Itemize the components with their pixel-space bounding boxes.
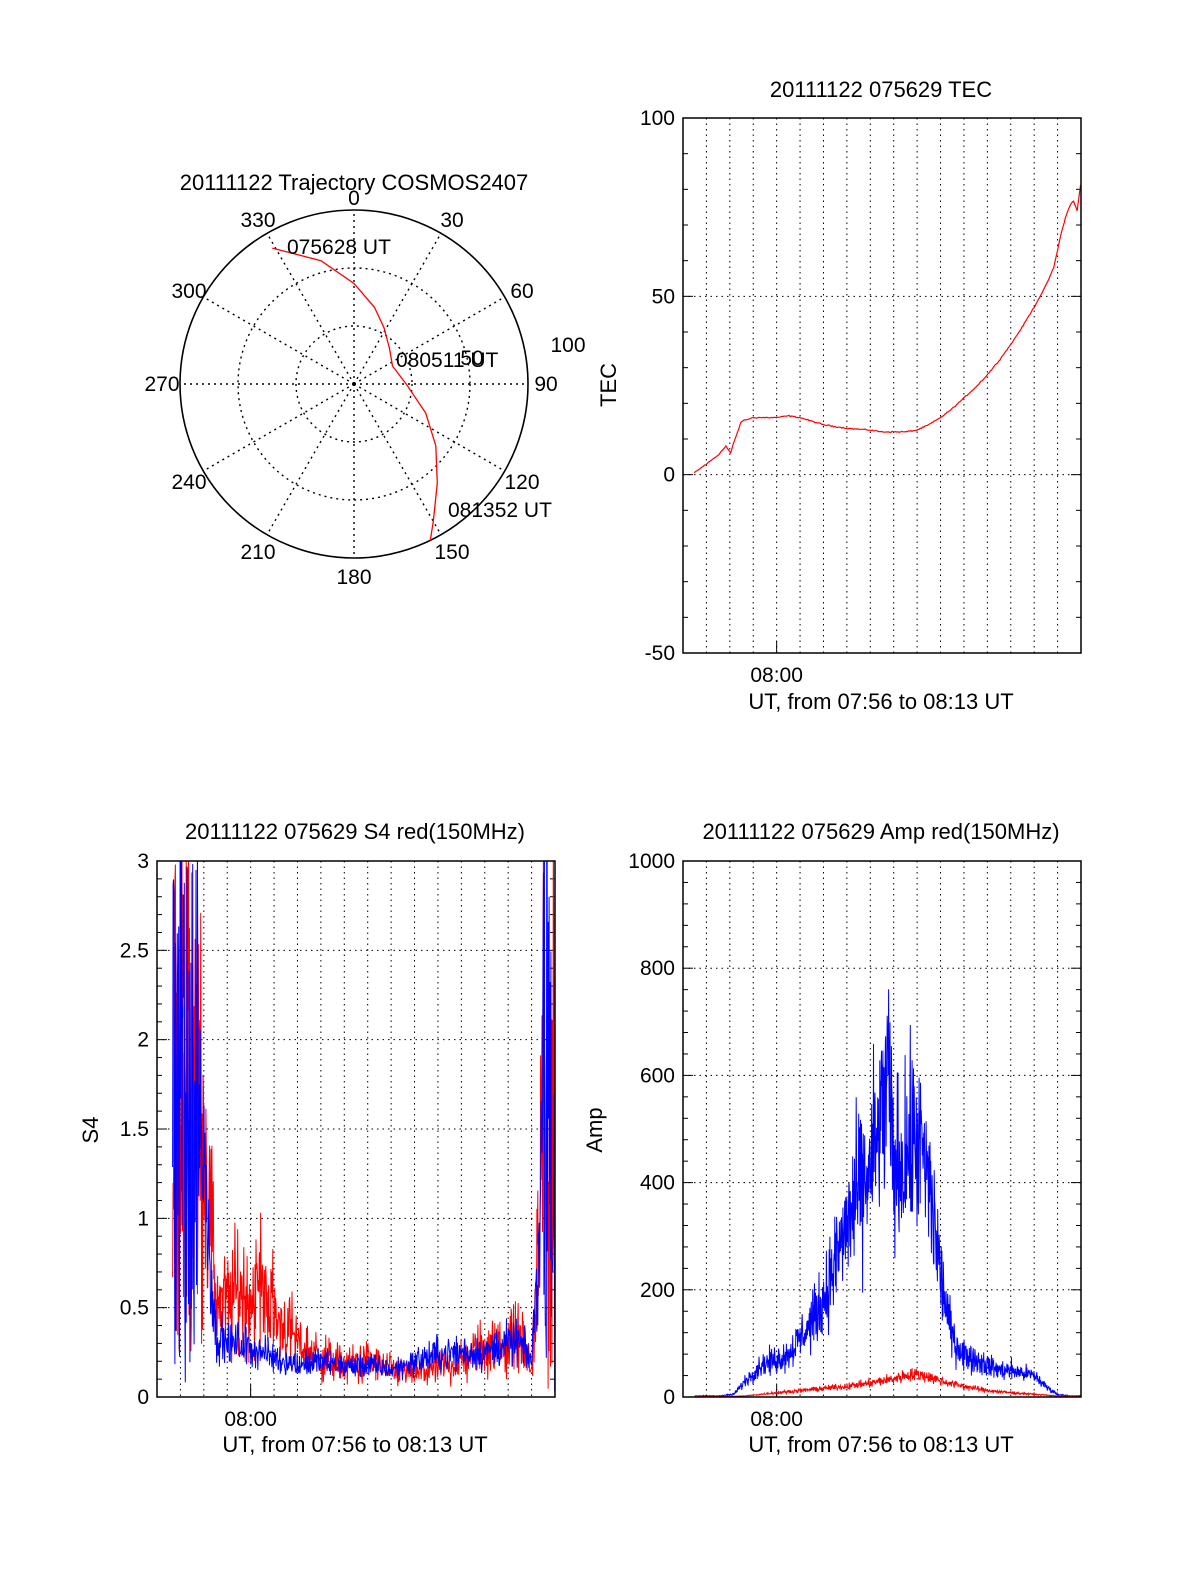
polar-spoke-60	[353, 296, 506, 385]
amp-ylabel: Amp	[582, 1107, 607, 1152]
s4-plot-area: 0 0.5 1 1.5 2 2.5 3 08:00	[120, 850, 556, 1431]
trajectory-mid-label: 080511 UT	[396, 349, 499, 372]
s4-ytick-label: 1.5	[120, 1118, 149, 1141]
polar-outer-circle	[179, 209, 529, 559]
tec-panel: 20111122 075629 TEC -50 0 50 100 08:00 TEC U…	[596, 77, 1082, 714]
tec-xtick-label: 08:00	[750, 664, 803, 687]
amp-ytick-label: 0	[663, 1386, 675, 1409]
s4-ytick-label: 0	[137, 1386, 149, 1409]
angle-label-30: 30	[440, 209, 463, 232]
amp-plot-area: 0 200 400 600 800 1000 08:00	[628, 850, 1082, 1431]
polar-angle-labels: 0 30 60 90 120 150 180 210 240 270 300 3…	[144, 187, 557, 589]
tec-ytick-label: 0	[663, 464, 675, 487]
s4-ytick-label: 0.5	[120, 1297, 149, 1320]
s4-ytick-label: 2.5	[120, 939, 149, 962]
polar-spoke-120	[353, 383, 506, 472]
angle-label-180: 180	[336, 566, 371, 589]
tec-ytick-label: 100	[640, 107, 675, 130]
s4-title: 20111122 075629 S4 red(150MHz)	[185, 819, 525, 844]
radius-label-100: 100	[550, 334, 585, 357]
s4-ytick-label: 3	[137, 850, 149, 873]
amp-ytick-label: 400	[640, 1172, 675, 1195]
tec-title: 20111122 075629 TEC	[770, 77, 992, 102]
angle-label-300: 300	[171, 280, 206, 303]
radius-label-50: 50	[460, 347, 483, 370]
angle-label-270: 270	[144, 373, 179, 396]
polar-spoke-150	[353, 383, 442, 536]
tec-plot-area: -50 0 50 100 08:00	[640, 107, 1082, 687]
amp-title: 20111122 075629 Amp red(150MHz)	[702, 819, 1059, 844]
s4-xtick-label: 08:00	[224, 1408, 277, 1431]
tec-frame	[682, 117, 1082, 654]
tec-ytick-label: -50	[645, 642, 675, 665]
polar-spoke-240	[202, 383, 355, 472]
s4-frame	[156, 860, 556, 1398]
trajectory-end-label: 081352 UT	[448, 499, 552, 522]
angle-label-0: 0	[348, 187, 360, 210]
trajectory-panel: 20111122 Trajectory COSMOS2407 0 30 60 9…	[144, 170, 585, 589]
amp-xlabel: UT, from 07:56 to 08:13 UT	[748, 1432, 1013, 1457]
amp-ytick-label: 600	[640, 1064, 675, 1087]
s4-ytick-label: 1	[137, 1207, 149, 1230]
polar-ring-30	[295, 325, 413, 443]
s4-ytick-label: 2	[137, 1029, 149, 1052]
polar-spoke-30	[353, 232, 442, 385]
polar-spoke-330	[266, 232, 355, 385]
amp-ytick-label: 1000	[628, 850, 675, 873]
trajectory-start-label: 075628 UT	[287, 236, 391, 259]
s4-series-blue	[172, 861, 555, 1392]
amp-panel: 20111122 075629 Amp red(150MHz) 0 200 400 6…	[582, 819, 1082, 1457]
s4-xlabel: UT, from 07:56 to 08:13 UT	[222, 1432, 487, 1457]
amp-xtick-label: 08:00	[750, 1408, 803, 1431]
polar-spoke-300	[202, 296, 355, 385]
s4-panel: 20111122 075629 S4 red(150MHz) 0 0.5 1 1.5 2…	[78, 819, 556, 1457]
trajectory-title: 20111122 Trajectory COSMOS2407	[180, 170, 529, 195]
angle-label-240: 240	[171, 471, 206, 494]
angle-label-90: 90	[534, 373, 557, 396]
amp-series-blue	[694, 989, 1081, 1397]
amp-frame	[682, 860, 1082, 1398]
angle-label-210: 210	[240, 541, 275, 564]
amp-ytick-label: 800	[640, 957, 675, 980]
angle-label-120: 120	[504, 471, 539, 494]
s4-ylabel: S4	[78, 1117, 103, 1144]
angle-label-330: 330	[240, 209, 275, 232]
tec-xlabel: UT, from 07:56 to 08:13 UT	[748, 689, 1013, 714]
amp-series-red	[694, 1368, 1081, 1397]
angle-label-60: 60	[510, 280, 533, 303]
s4-series-red	[172, 861, 555, 1389]
tec-ylabel: TEC	[596, 363, 621, 407]
tec-ytick-label: 50	[652, 285, 675, 308]
polar-grid	[180, 210, 528, 558]
tec-series-red	[693, 184, 1081, 474]
trajectory-track	[272, 247, 438, 541]
angle-label-150: 150	[434, 541, 469, 564]
amp-ytick-label: 200	[640, 1279, 675, 1302]
polar-spoke-210	[266, 383, 355, 536]
